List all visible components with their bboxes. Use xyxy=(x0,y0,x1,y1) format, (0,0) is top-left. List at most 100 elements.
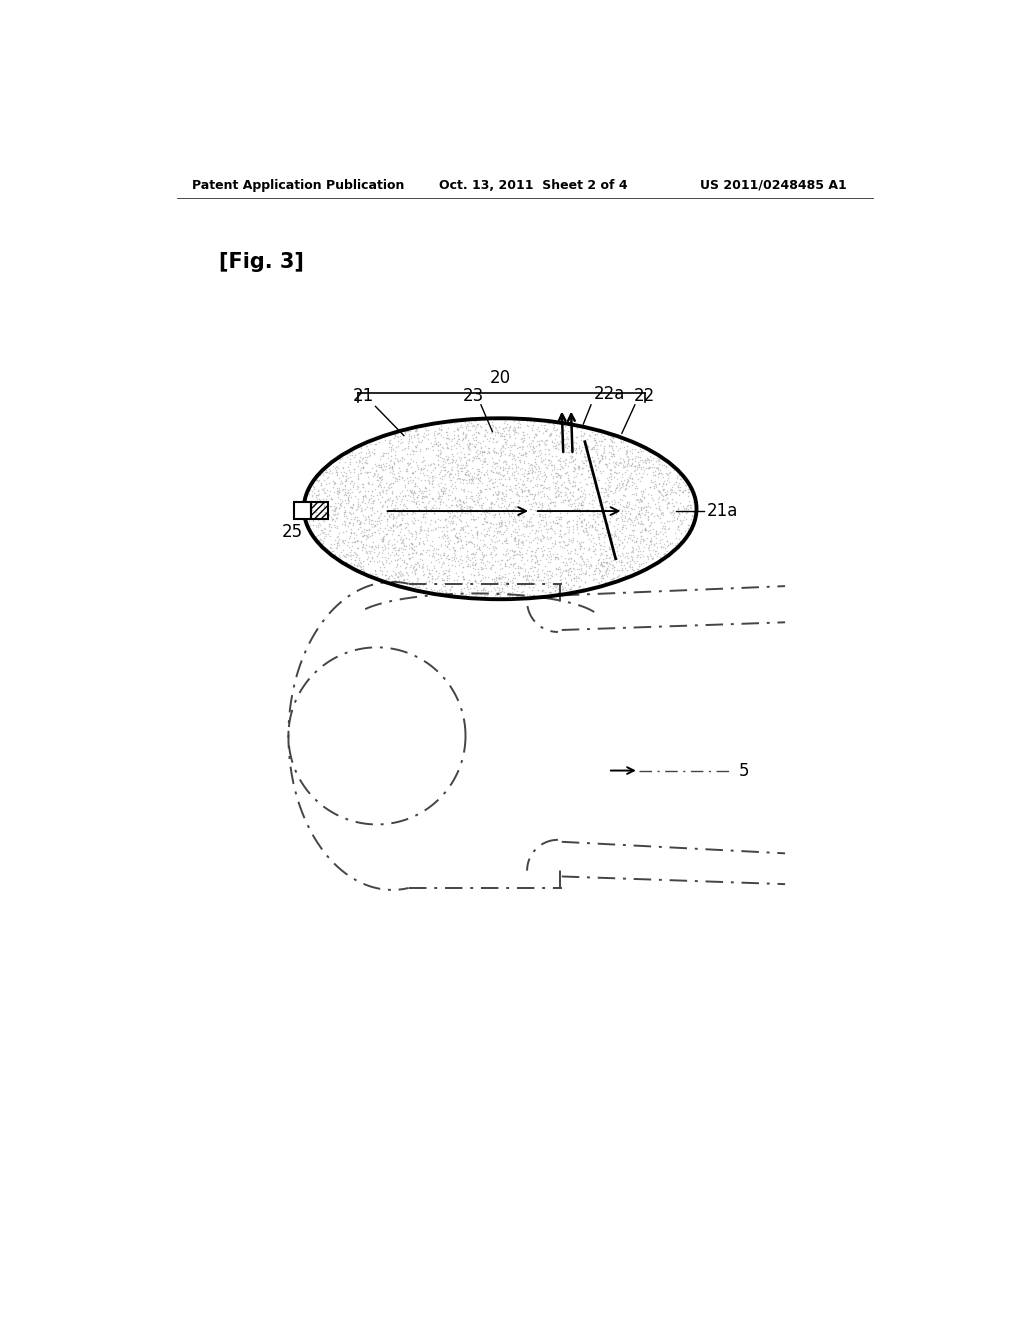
Point xyxy=(395,486,412,507)
Point xyxy=(426,502,442,523)
Point xyxy=(535,525,551,546)
Point xyxy=(484,428,501,449)
Point xyxy=(384,523,400,544)
Point xyxy=(557,437,573,458)
Point xyxy=(603,531,620,552)
Point xyxy=(656,517,673,539)
Point xyxy=(674,466,690,487)
Point xyxy=(657,474,674,495)
Point xyxy=(524,579,541,601)
Point xyxy=(323,495,339,516)
Point xyxy=(624,454,640,475)
Point xyxy=(643,556,659,577)
Point xyxy=(501,417,517,438)
Point xyxy=(402,554,419,576)
Point xyxy=(624,546,640,568)
Point xyxy=(420,469,436,490)
Point xyxy=(453,578,469,599)
Point xyxy=(492,579,508,601)
Point xyxy=(511,540,527,561)
Point xyxy=(528,494,545,515)
Point xyxy=(408,440,424,461)
Point xyxy=(346,543,362,564)
Point xyxy=(584,515,600,536)
Point xyxy=(472,540,488,561)
Point xyxy=(620,496,636,517)
Point xyxy=(545,467,561,488)
Point xyxy=(606,520,623,541)
Point xyxy=(406,507,422,528)
Point xyxy=(624,512,640,533)
Point xyxy=(532,503,549,524)
Point xyxy=(613,470,630,491)
Point xyxy=(558,573,574,594)
Point xyxy=(354,521,371,543)
Point xyxy=(662,544,678,565)
Point xyxy=(458,462,474,483)
Point xyxy=(528,537,545,558)
Point xyxy=(492,581,508,602)
Point xyxy=(478,502,495,523)
Point xyxy=(510,533,526,554)
Point xyxy=(467,570,483,591)
Point xyxy=(388,543,404,564)
Point xyxy=(523,532,540,553)
Point xyxy=(361,512,378,533)
Point xyxy=(583,529,599,550)
Point xyxy=(444,510,461,531)
Point xyxy=(587,475,603,496)
Point xyxy=(602,539,618,560)
Point xyxy=(513,457,529,478)
Point xyxy=(328,457,344,478)
Point xyxy=(431,467,447,488)
Point xyxy=(432,510,449,531)
Point xyxy=(549,546,565,568)
Point xyxy=(334,473,350,494)
Point xyxy=(400,436,417,457)
Point xyxy=(511,490,527,511)
Point xyxy=(336,496,352,517)
Point xyxy=(390,562,407,583)
Point xyxy=(428,550,444,572)
Point xyxy=(436,552,453,573)
Point xyxy=(477,511,494,532)
Point xyxy=(615,457,632,478)
Point xyxy=(536,471,552,492)
Point xyxy=(352,552,369,573)
Point xyxy=(393,532,410,553)
Point xyxy=(608,525,625,546)
Point xyxy=(420,499,436,520)
Point xyxy=(538,519,554,540)
Point xyxy=(613,466,630,487)
Point xyxy=(353,525,370,546)
Point xyxy=(512,499,528,520)
Point xyxy=(499,532,515,553)
Point xyxy=(628,446,644,467)
Point xyxy=(350,546,367,568)
Point xyxy=(559,511,575,532)
Point xyxy=(404,482,421,503)
Point xyxy=(627,515,643,536)
Point xyxy=(563,578,580,599)
Point xyxy=(521,463,538,484)
Point xyxy=(534,451,550,473)
Point xyxy=(489,462,506,483)
Point xyxy=(331,502,347,523)
Point xyxy=(561,511,578,532)
Point xyxy=(365,532,381,553)
Point xyxy=(351,516,368,537)
Point xyxy=(507,531,523,552)
Point xyxy=(368,511,384,532)
Point xyxy=(529,558,546,579)
Point xyxy=(613,453,630,474)
Point xyxy=(450,532,466,553)
Point xyxy=(518,543,535,564)
Point xyxy=(392,450,409,471)
Point xyxy=(506,545,522,566)
Point xyxy=(435,459,452,480)
Point xyxy=(566,540,583,561)
Point xyxy=(611,535,628,556)
Point xyxy=(460,515,476,536)
Point xyxy=(455,520,471,541)
Point xyxy=(569,478,586,499)
